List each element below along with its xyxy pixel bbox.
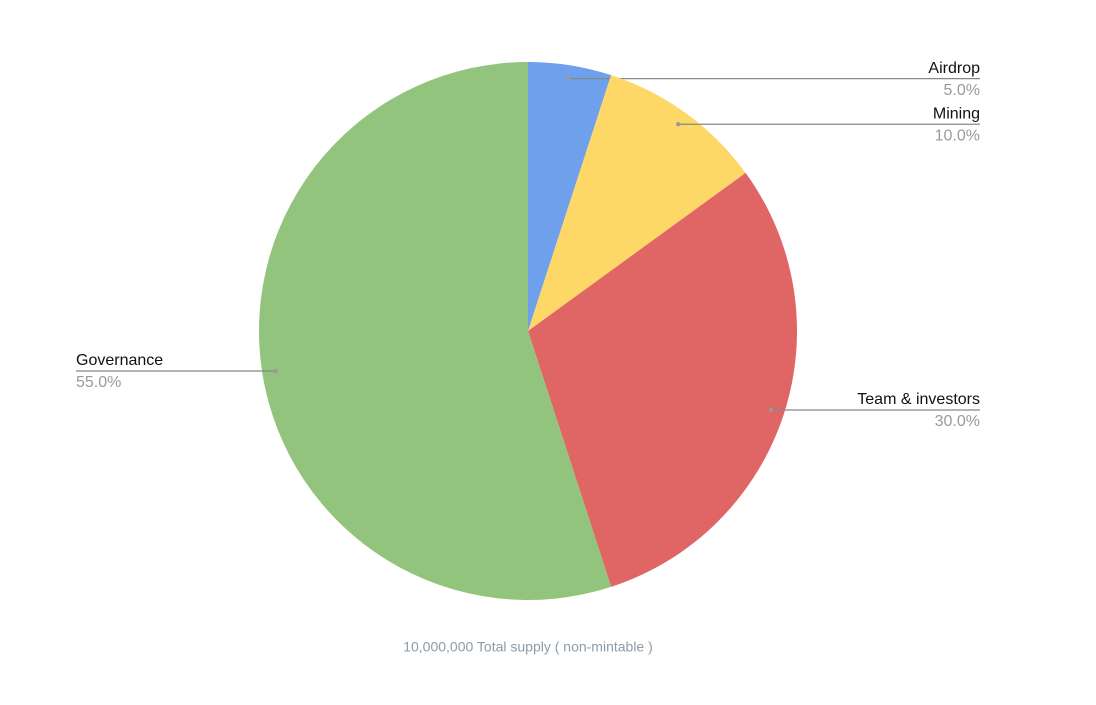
leader-dot <box>676 122 681 127</box>
slice-label: Airdrop <box>928 60 980 77</box>
leader-dot <box>768 407 774 413</box>
slice-label: Team & investors <box>857 391 980 408</box>
pie-slice <box>528 75 746 331</box>
value-label: 5.0% <box>944 82 980 99</box>
leader-dot <box>273 368 278 374</box>
pie-slice <box>528 62 612 331</box>
pie-slice <box>258 62 612 600</box>
pie-slice <box>528 172 797 587</box>
value-label: 55.0% <box>76 374 121 391</box>
slice-label: Mining <box>933 105 980 122</box>
leader-dot <box>565 76 571 81</box>
caption: 10,000,000 Total supply ( non-mintable ) <box>403 639 653 655</box>
slice-label: Governance <box>76 352 163 369</box>
value-label: 10.0% <box>935 127 980 144</box>
value-label: 30.0% <box>935 413 980 430</box>
